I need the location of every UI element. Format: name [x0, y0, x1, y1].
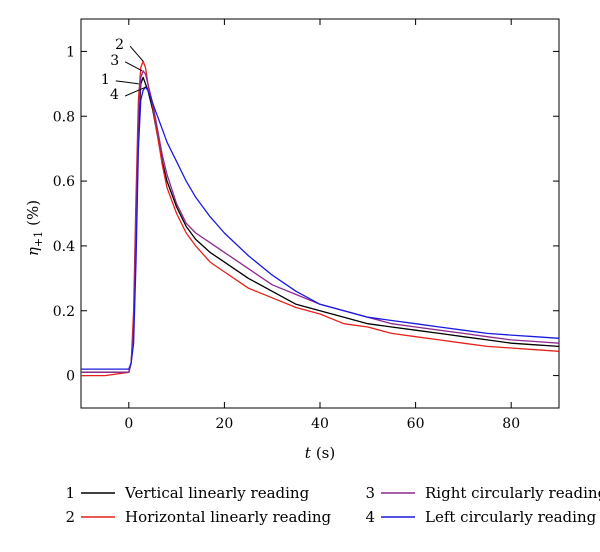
x-tick-label: 60 [407, 416, 425, 432]
x-tick-label: 20 [215, 416, 233, 432]
y-axis-unit: (%) [24, 200, 42, 226]
series-line-2 [81, 60, 560, 377]
x-axis-unit: (s) [316, 444, 335, 462]
y-tick-label: 1 [66, 44, 75, 60]
y-tick-label: 0.6 [53, 174, 75, 190]
legend-label-3: Right circularly reading [425, 484, 600, 502]
y-axis-var: η [24, 247, 42, 256]
y-axis-subscript: +1 [32, 231, 45, 247]
legend-id-2: 2 [65, 508, 75, 526]
y-tick-label: 0.2 [53, 304, 75, 320]
y-tick-label: 0.8 [53, 109, 75, 125]
annotation-label-3: 3 [110, 53, 119, 69]
x-tick-label: 40 [311, 416, 329, 432]
annotation-arrow-3 [124, 61, 143, 72]
x-tick-label: 80 [502, 416, 520, 432]
legend: 1 Vertical linearly reading 3 Right circula… [65, 484, 600, 526]
x-axis-var: t [305, 444, 312, 462]
series-line-1 [81, 76, 560, 373]
y-tick-label: 0 [66, 369, 75, 385]
y-axis-title: η+1 (%) [24, 200, 45, 256]
legend-id-1: 1 [65, 484, 75, 502]
series-line-4 [81, 86, 560, 370]
annotation-label-4: 4 [110, 87, 119, 103]
annotation-label-2: 2 [115, 37, 124, 53]
legend-id-4: 4 [365, 508, 375, 526]
series-layer [81, 60, 560, 377]
annotation-arrow-2 [129, 45, 144, 62]
x-axis-ticks: 0 20 40 60 80 [124, 19, 520, 432]
annotation-arrow-4 [124, 86, 147, 97]
legend-label-2: Horizontal linearly reading [125, 508, 332, 526]
y-axis-ticks: 0 0.2 0.4 0.6 0.8 1 [53, 44, 559, 385]
y-tick-label: 0.4 [53, 239, 75, 255]
x-axis-title: t (s) [305, 444, 335, 462]
series-line-3 [81, 70, 560, 373]
legend-label-1: Vertical linearly reading [124, 484, 310, 502]
legend-id-3: 3 [365, 484, 375, 502]
x-tick-label: 0 [124, 416, 133, 432]
annotation-arrow-1 [115, 80, 139, 85]
annotation-label-1: 1 [101, 72, 110, 88]
legend-label-4: Left circularly reading [425, 508, 597, 526]
plot-frame [80, 18, 560, 409]
